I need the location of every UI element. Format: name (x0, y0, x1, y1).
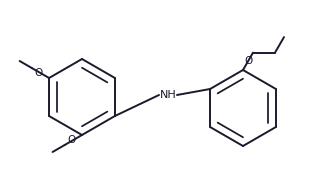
Text: NH: NH (160, 90, 176, 100)
Text: O: O (34, 68, 43, 78)
Text: O: O (245, 56, 253, 66)
Text: O: O (67, 135, 75, 145)
